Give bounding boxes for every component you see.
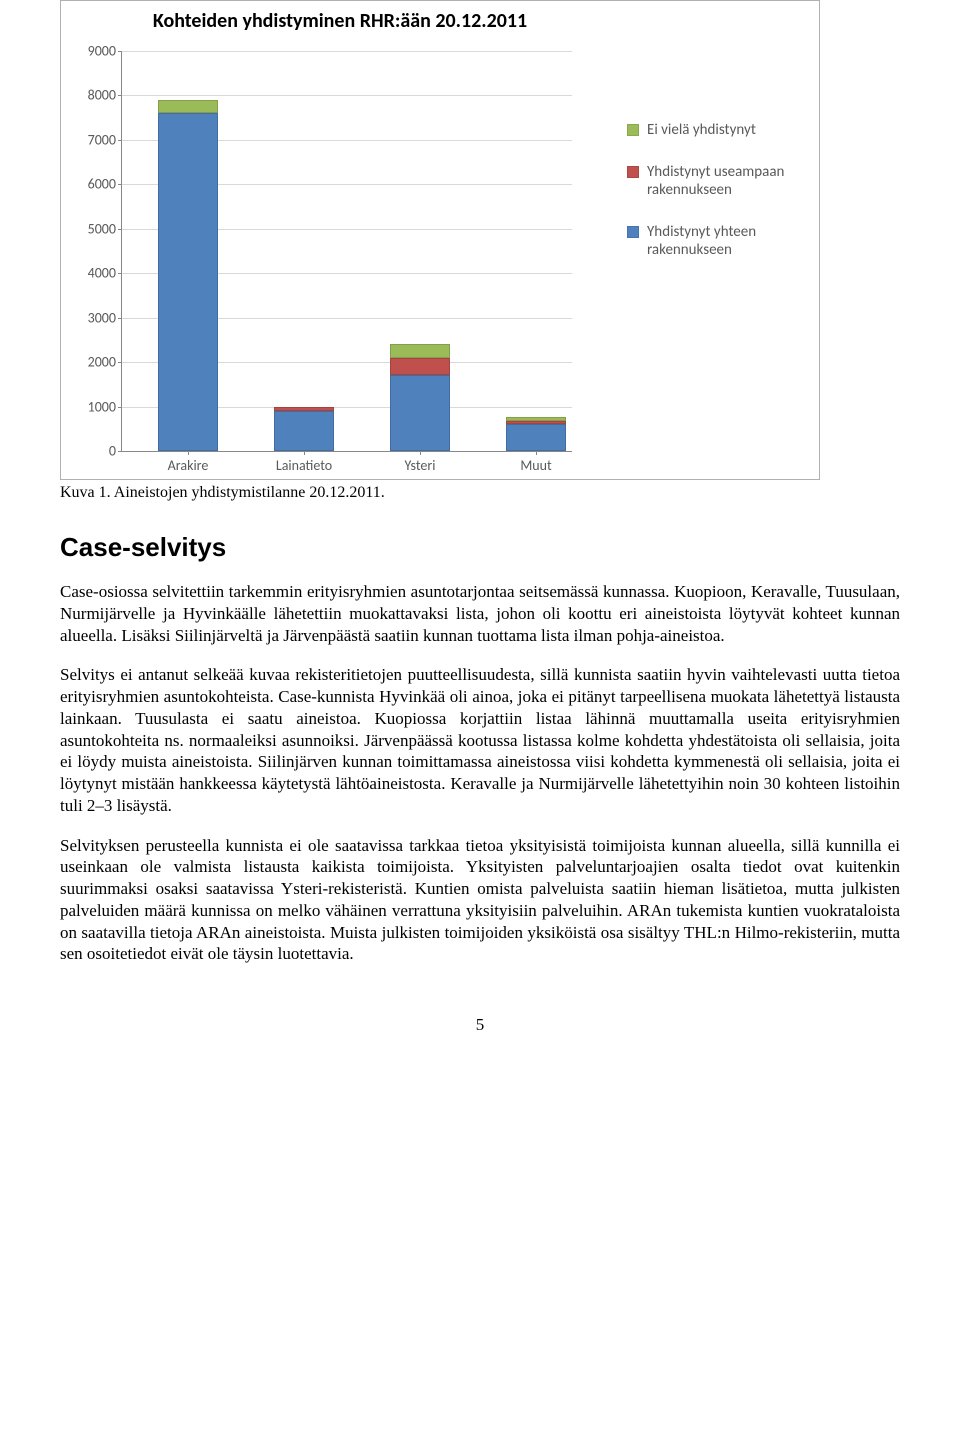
- y-tick-label: 9000: [88, 43, 122, 60]
- legend-swatch-icon: [627, 226, 639, 238]
- bar: [390, 344, 450, 451]
- x-tick-label: Arakire: [168, 451, 209, 474]
- body-paragraph: Selvitys ei antanut selkeää kuvaa rekist…: [60, 664, 900, 816]
- bar-segment: [390, 375, 450, 451]
- y-tick-label: 7000: [88, 131, 122, 148]
- y-tick-label: 5000: [88, 220, 122, 237]
- y-tick-label: 3000: [88, 309, 122, 326]
- bar-segment: [390, 344, 450, 357]
- y-tick-label: 1000: [88, 398, 122, 415]
- chart-frame: Kohteiden yhdistyminen RHR:ään 20.12.201…: [60, 0, 820, 480]
- x-tick-label: Lainatieto: [276, 451, 332, 474]
- y-tick-label: 0: [109, 443, 122, 460]
- bar: [158, 100, 218, 451]
- gridline: [122, 95, 572, 96]
- figure-caption: Kuva 1. Aineistojen yhdistymistilanne 20…: [60, 484, 900, 502]
- legend-label: Yhdistynyt yhteen rakennukseen: [647, 223, 807, 259]
- gridline: [122, 51, 572, 52]
- y-tick-label: 2000: [88, 354, 122, 371]
- body-paragraph: Case-osiossa selvitettiin tarkemmin erit…: [60, 581, 900, 646]
- y-tick-label: 4000: [88, 265, 122, 282]
- legend-label: Yhdistynyt useampaan rakennukseen: [647, 163, 807, 199]
- chart-title: Kohteiden yhdistyminen RHR:ään 20.12.201…: [61, 9, 619, 33]
- x-tick-label: Ysteri: [405, 451, 436, 474]
- bar: [274, 407, 334, 451]
- plot-area: 0100020003000400050006000700080009000Ara…: [121, 51, 572, 452]
- page-number: 5: [60, 1015, 900, 1035]
- x-tick-label: Muut: [520, 451, 551, 474]
- legend-item: Ei vielä yhdistynyt: [627, 121, 807, 139]
- y-tick-label: 8000: [88, 87, 122, 104]
- legend-swatch-icon: [627, 166, 639, 178]
- legend-item: Yhdistynyt yhteen rakennukseen: [627, 223, 807, 259]
- legend-item: Yhdistynyt useampaan rakennukseen: [627, 163, 807, 199]
- section-heading: Case-selvitys: [60, 532, 900, 563]
- legend-swatch-icon: [627, 124, 639, 136]
- page: Kohteiden yhdistyminen RHR:ään 20.12.201…: [0, 0, 960, 1075]
- body-paragraph: Selvityksen perusteella kunnista ei ole …: [60, 835, 900, 966]
- bar-segment: [158, 100, 218, 113]
- y-tick-label: 6000: [88, 176, 122, 193]
- bar-segment: [390, 358, 450, 376]
- bar: [506, 417, 566, 451]
- bar-segment: [274, 411, 334, 451]
- bar-segment: [158, 113, 218, 451]
- chart-legend: Ei vielä yhdistynyt Yhdistynyt useampaan…: [627, 121, 807, 283]
- bar-segment: [506, 424, 566, 451]
- legend-label: Ei vielä yhdistynyt: [647, 121, 756, 139]
